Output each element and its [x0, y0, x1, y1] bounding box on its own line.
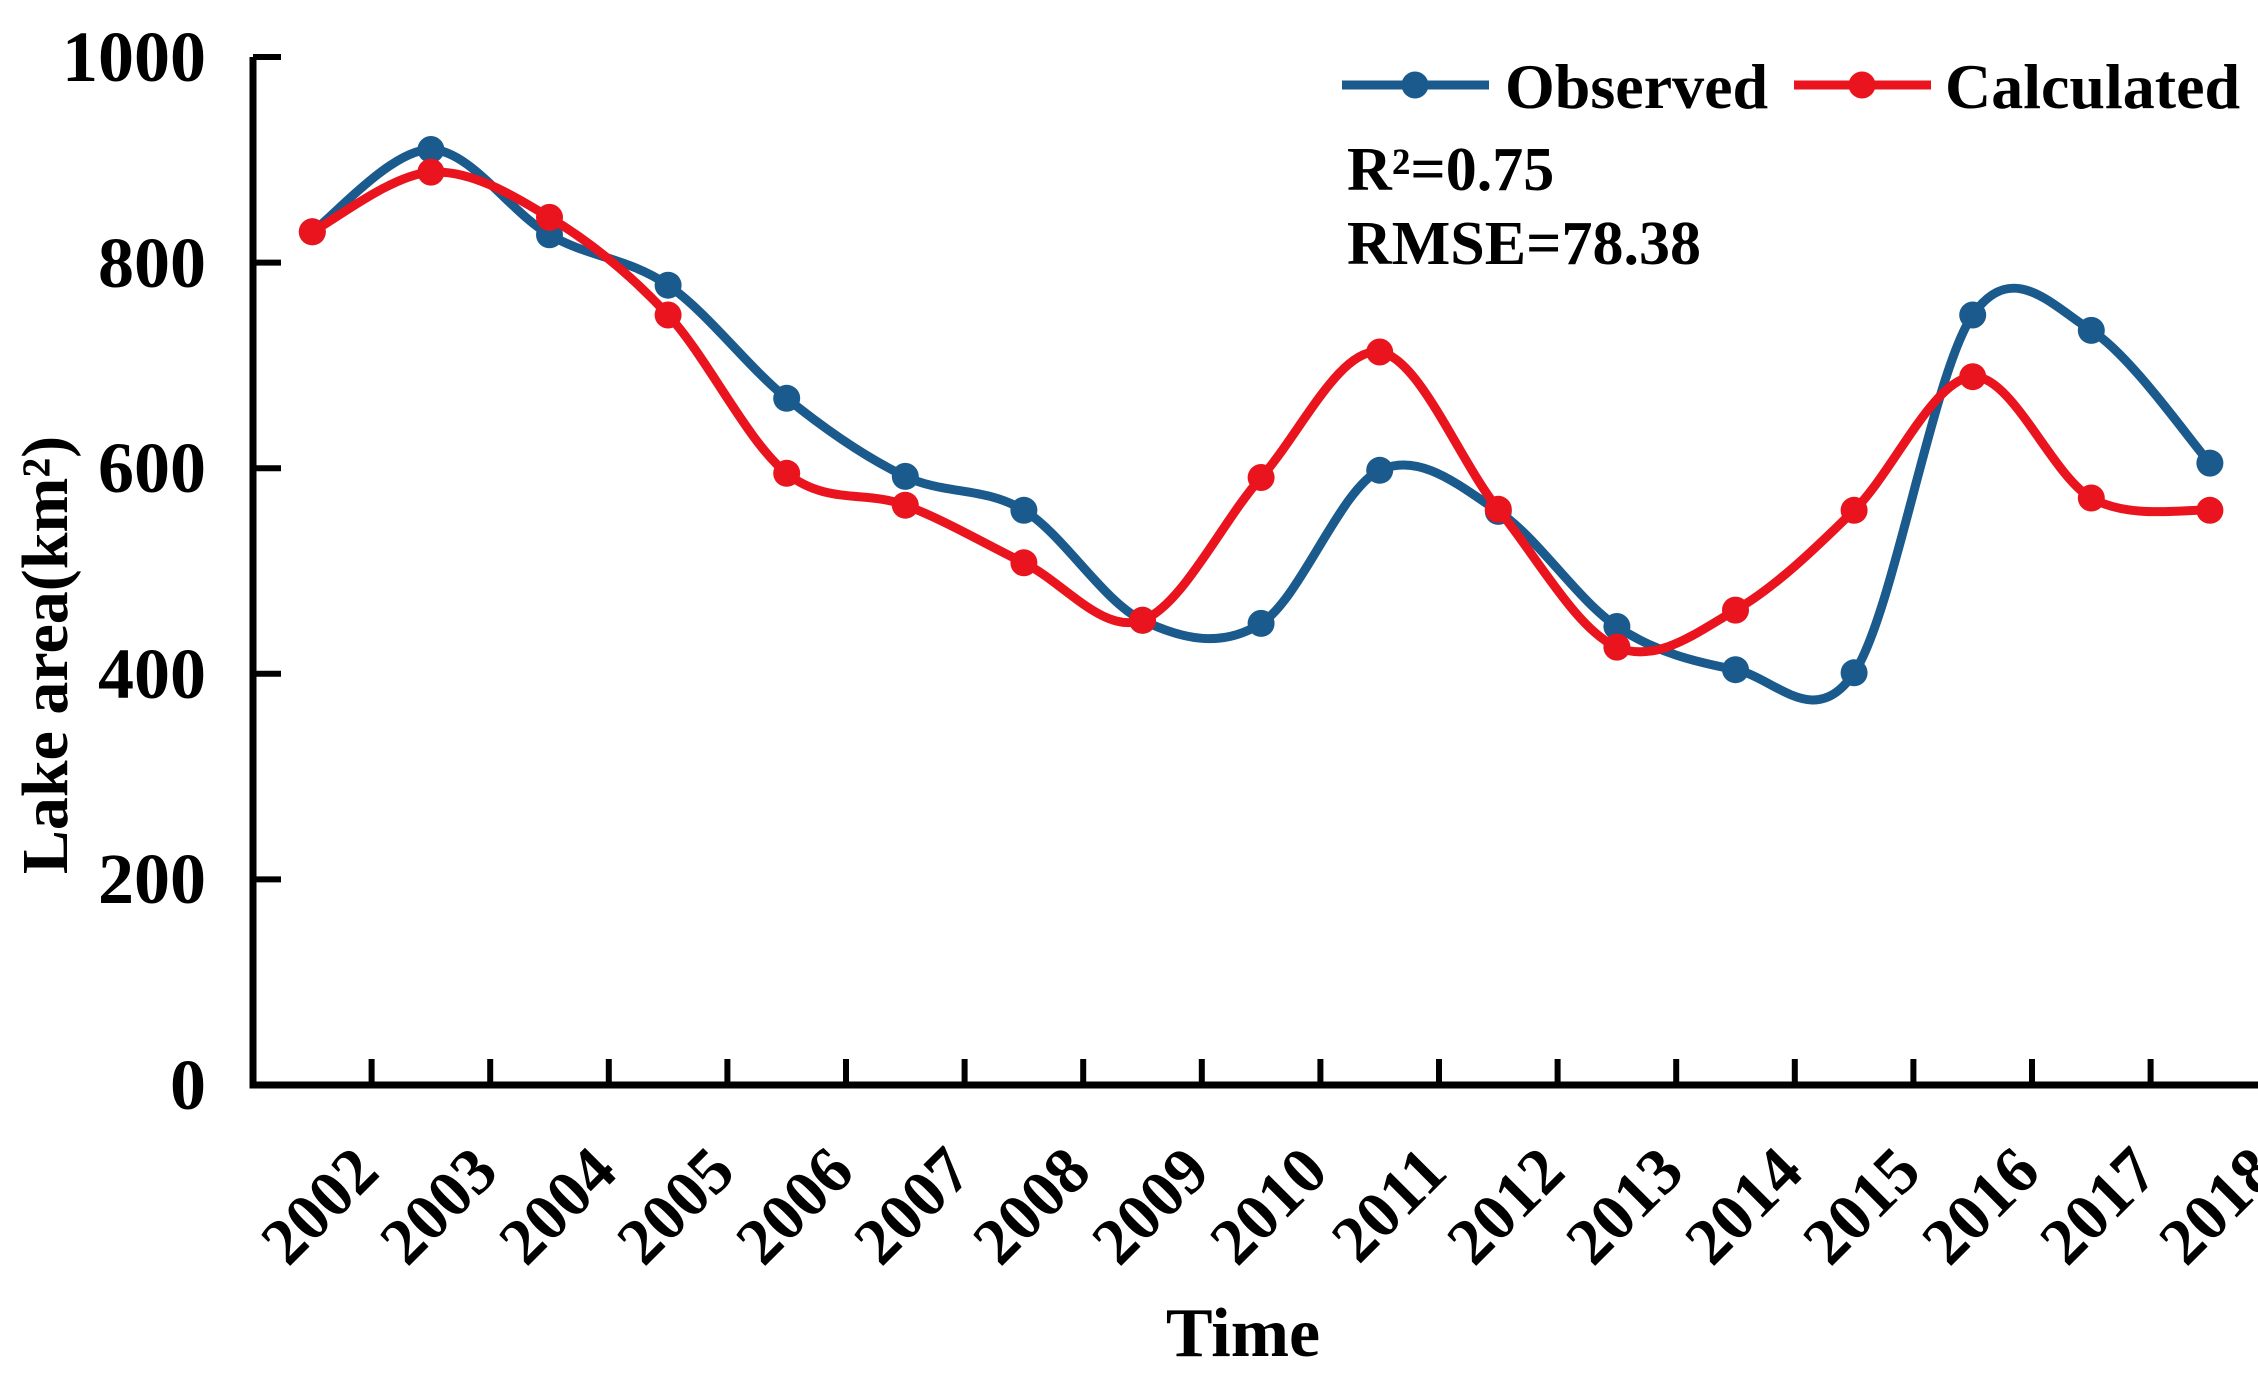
r-squared-annotation: R²=0.75 [1347, 136, 1555, 204]
legend-label-calculated: Calculated [1945, 51, 2241, 122]
calculated-marker [536, 203, 563, 231]
calculated-marker [417, 158, 445, 186]
axis-frame [249, 57, 2258, 1089]
y-tick-label: 1000 [62, 17, 206, 97]
calculated-marker [1129, 606, 1156, 634]
observed-marker [1366, 456, 1394, 484]
observed-series-line [307, 144, 2215, 705]
calculated-marker [654, 301, 682, 329]
observed-marker [1959, 301, 1987, 329]
legend-label-observed: Observed [1505, 51, 1769, 122]
y-tick-label: 200 [98, 839, 206, 920]
observed-marker [1603, 613, 1631, 640]
calculated-marker [2077, 484, 2105, 512]
calculated-line-marker-icon [1794, 71, 1931, 99]
observed-marker [1722, 656, 1749, 684]
calculated-series-line [307, 167, 2215, 657]
observed-marker [1247, 609, 1275, 637]
y-tick-label: 600 [98, 428, 206, 509]
calculated-marker [891, 491, 919, 519]
calculated-marker [1959, 363, 1987, 391]
calculated-marker [2196, 496, 2224, 524]
observed-marker [891, 462, 919, 490]
rmse-annotation: RMSE=78.38 [1347, 210, 1701, 278]
x-axis-title: Time [1165, 1295, 1321, 1372]
y-tick-label: 0 [170, 1045, 206, 1125]
observed-marker [773, 384, 801, 412]
calculated-marker [1484, 495, 1512, 523]
observed-marker [417, 136, 445, 163]
observed-marker [2077, 316, 2105, 344]
y-tick-label: 400 [98, 633, 206, 714]
calculated-marker [1722, 596, 1749, 624]
observed-line-marker-icon [1342, 71, 1489, 99]
observed-marker [1010, 496, 1038, 524]
y-axis-title: Lake area(km²) [9, 435, 82, 875]
observed-marker [654, 271, 682, 299]
calculated-marker [1247, 464, 1275, 491]
calculated-marker [1603, 633, 1631, 661]
calculated-marker [1366, 338, 1394, 366]
calculated-marker [1010, 549, 1038, 577]
observed-marker [1840, 659, 1868, 687]
calculated-marker [298, 218, 326, 246]
observed-marker [2196, 449, 2224, 477]
y-tick-label: 800 [98, 222, 206, 303]
calculated-marker [773, 459, 801, 487]
calculated-marker [1840, 496, 1868, 524]
